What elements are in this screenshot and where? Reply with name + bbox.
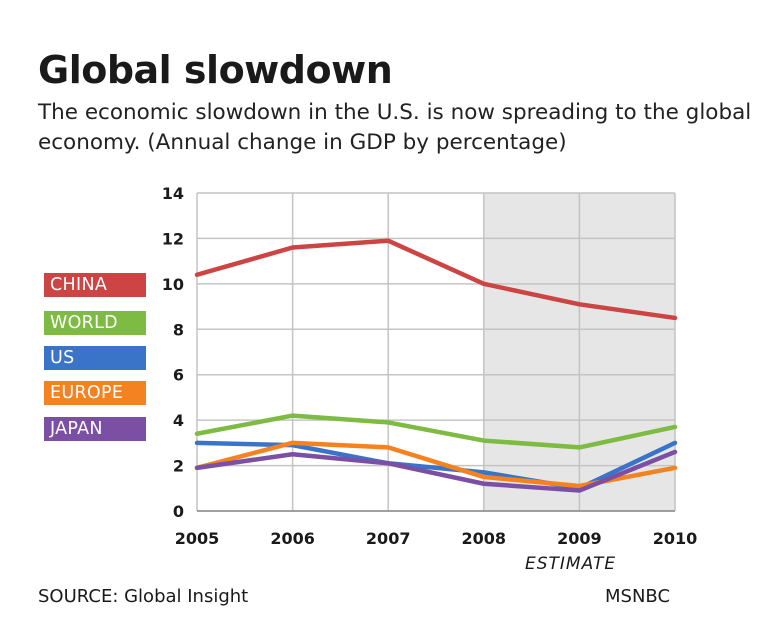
y-tick-label: 6 — [173, 366, 184, 385]
y-tick-label: 8 — [173, 320, 184, 339]
credit-label: MSNBC — [605, 586, 671, 607]
y-tick-label: 14 — [162, 184, 184, 203]
x-tick-label: 2009 — [557, 529, 602, 548]
chart-subtitle: The economic slowdown in the U.S. is now… — [38, 100, 752, 155]
y-axis-ticks: 0 2 4 6 8 10 12 14 — [162, 184, 184, 521]
x-tick-label: 2007 — [366, 529, 411, 548]
legend-item-japan: JAPAN — [44, 417, 146, 441]
x-tick-label: 2008 — [462, 529, 507, 548]
legend-item-europe: EUROPE — [44, 381, 146, 405]
x-tick-label: 2005 — [175, 529, 220, 548]
series-line-japan — [194, 449, 678, 493]
x-tick-label: 2006 — [270, 529, 315, 548]
grid — [196, 192, 676, 512]
legend-item-world: WORLD — [44, 311, 146, 335]
chart-title: Global slowdown — [38, 48, 393, 92]
y-tick-label: 12 — [162, 229, 184, 248]
x-tick-label: 2010 — [653, 529, 698, 548]
series-line-china — [194, 238, 678, 321]
y-tick-label: 4 — [173, 411, 184, 430]
estimate-label: ESTIMATE — [525, 554, 617, 574]
y-tick-label: 10 — [162, 275, 184, 294]
series-line-world — [194, 413, 678, 450]
source-note: SOURCE: Global Insight — [38, 586, 249, 607]
legend-item-china: CHINA — [44, 273, 146, 297]
x-axis-ticks: 2005 2006 2007 2008 2009 2010 — [175, 529, 698, 548]
y-tick-label: 0 — [173, 502, 184, 521]
y-tick-label: 2 — [173, 457, 184, 476]
series-lines — [194, 238, 678, 493]
legend-item-us: US — [44, 346, 146, 370]
